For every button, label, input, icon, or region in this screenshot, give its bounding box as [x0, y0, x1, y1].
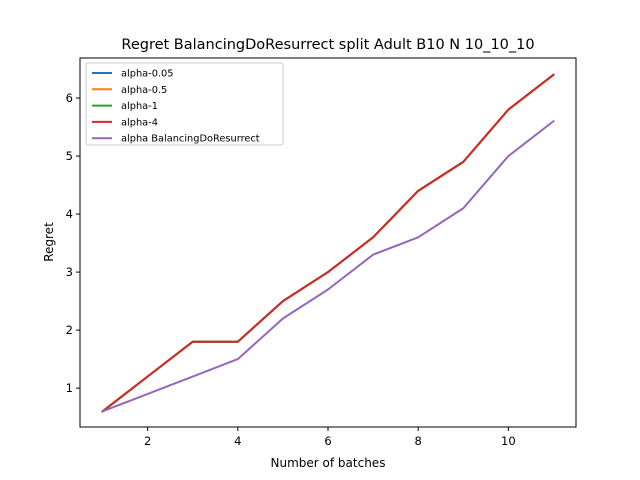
legend-label: alpha-0.05 — [121, 69, 174, 80]
series-lines — [101, 73, 555, 413]
y-tick-label: 5 — [66, 149, 73, 163]
chart-title: Regret BalancingDoResurrect split Adult … — [121, 37, 534, 53]
legend-label: alpha-1 — [121, 101, 158, 112]
y-tick-label: 4 — [66, 207, 73, 221]
x-axis-ticks: 2 4 6 8 10 — [144, 427, 516, 448]
legend-label: alpha BalancingDoResurrect — [121, 134, 260, 145]
x-tick-label: 10 — [501, 434, 516, 448]
y-axis-ticks: 1 2 3 4 5 6 — [66, 91, 80, 395]
x-tick-label: 4 — [234, 434, 241, 448]
y-tick-label: 2 — [66, 323, 73, 337]
x-tick-label: 2 — [144, 434, 151, 448]
legend-label: alpha-0.5 — [121, 85, 167, 96]
series-line-4 — [101, 119, 555, 413]
x-axis-label: Number of batches — [271, 456, 386, 470]
y-tick-label: 6 — [66, 91, 73, 105]
x-tick-label: 8 — [415, 434, 422, 448]
legend-box — [85, 62, 284, 146]
legend-label: alpha-4 — [121, 117, 158, 128]
x-tick-label: 6 — [324, 434, 331, 448]
series-line-3 — [101, 73, 555, 413]
y-tick-label: 3 — [66, 265, 73, 279]
y-axis-label: Regret — [42, 222, 56, 262]
y-tick-label: 1 — [66, 381, 73, 395]
legend: alpha-0.05 alpha-0.5 alpha-1 alpha-4 alpha B… — [85, 62, 284, 146]
